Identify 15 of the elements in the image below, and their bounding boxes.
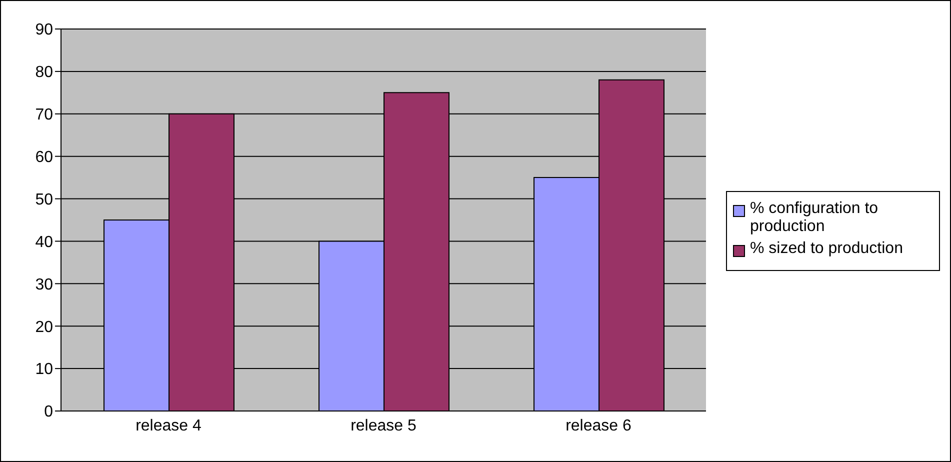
x-tick-label: release 5 — [350, 417, 417, 434]
y-tick-label: 80 — [35, 64, 54, 82]
y-tick-label: 90 — [35, 22, 54, 39]
y-tick-label: 60 — [35, 149, 54, 166]
y-tick-label: 0 — [44, 404, 54, 421]
y-tick-label: 10 — [35, 361, 54, 378]
y-tick-label: 40 — [35, 234, 54, 251]
y-tick-label: 50 — [35, 191, 54, 208]
y-tick-label: 20 — [35, 318, 54, 336]
legend-label: % configuration to production — [750, 200, 880, 236]
y-tick-label: 30 — [35, 276, 54, 294]
legend-label: % sized to production — [750, 240, 903, 258]
x-tick-label: release 6 — [566, 417, 632, 434]
y-tick-label: 70 — [35, 106, 54, 124]
x-tick-label: release 4 — [136, 417, 202, 434]
